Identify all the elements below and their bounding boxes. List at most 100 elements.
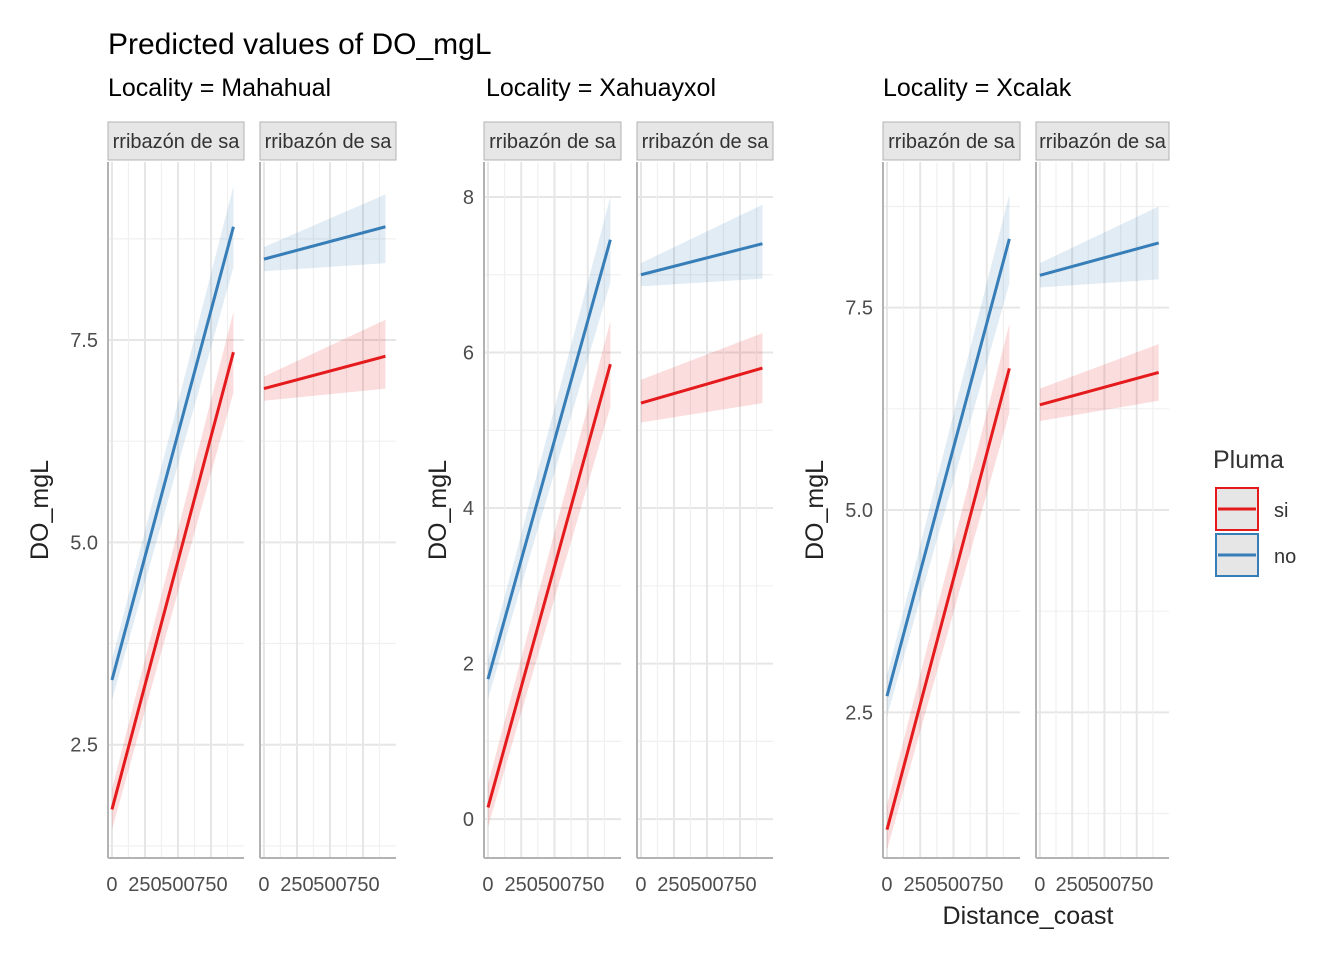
locality-label: Locality = Xahuayxol — [486, 74, 716, 102]
x-tick-label: 0 — [635, 874, 646, 896]
series-si — [263, 319, 386, 401]
y-tick-label: 7.5 — [845, 298, 873, 320]
prediction-line-no — [263, 225, 386, 261]
panel-2: Locality = Xahuayxol 0 2 4 6 8 DO_mgL rribazón … — [424, 74, 774, 896]
facet-strip — [636, 121, 774, 161]
x-tick-label: 750 — [723, 874, 756, 896]
facet-strip-label: rribazón de sa — [265, 131, 393, 153]
series-no — [110, 186, 235, 701]
x-tick-label: 0 — [106, 874, 117, 896]
x-tick-label: 250 — [505, 874, 538, 896]
confidence-band-no — [640, 204, 763, 287]
prediction-line-no — [640, 242, 763, 277]
y-tick-label: 5.0 — [845, 500, 873, 522]
legend-title: Pluma — [1213, 446, 1284, 474]
locality-label: Locality = Mahahual — [108, 74, 331, 102]
facet-strip — [1035, 121, 1170, 161]
locality-label: Locality = Xcalak — [883, 74, 1072, 102]
y-tick-label: 6 — [463, 343, 474, 365]
panels: Locality = Mahahual 2.5 5.0 7.5 DO_mgL rribaz… — [26, 74, 1170, 896]
y-axis-title: DO_mgL — [26, 460, 54, 560]
confidence-band-si — [111, 311, 234, 830]
legend-item-no: no — [1215, 533, 1296, 577]
x-tick-label: 250 — [128, 874, 161, 896]
gridlines — [260, 162, 396, 858]
facet-strip-label: rribazón de sa — [888, 131, 1016, 153]
y-tick-label: 4 — [463, 498, 474, 520]
confidence-band-si — [1039, 344, 1159, 421]
x-tick-label: 750 — [571, 874, 604, 896]
legend-item-si: si — [1215, 487, 1288, 531]
facet-1: rribazón de sa 0 250 500 750 — [106, 121, 245, 896]
series-no — [1039, 206, 1160, 288]
panel-3: Locality = Xcalak 2.5 5.0 7.5 DO_mgL rribazón… — [801, 74, 1170, 896]
prediction-line-no — [1039, 241, 1160, 277]
prediction-line-no — [885, 238, 1011, 697]
prediction-line-si — [486, 363, 612, 808]
prediction-line-si — [110, 351, 235, 810]
x-tick-label: 250 — [280, 874, 313, 896]
chart-title: Predicted values of DO_mgL — [108, 28, 492, 61]
prediction-line-si — [263, 354, 386, 391]
y-axis-title: DO_mgL — [424, 460, 452, 560]
prediction-line-no — [110, 226, 235, 681]
x-tick-label: 250 — [904, 874, 937, 896]
series-si — [640, 333, 763, 423]
x-tick-label: 500 — [161, 874, 194, 896]
facet-strip — [107, 121, 245, 161]
facet-strip-label: rribazón de sa — [489, 131, 617, 153]
facet-strip — [483, 121, 622, 161]
panel-1: Locality = Mahahual 2.5 5.0 7.5 DO_mgL rribaz… — [26, 74, 397, 896]
prediction-line-si — [1039, 370, 1160, 407]
y-tick-label: 2 — [463, 654, 474, 676]
legend-label: si — [1274, 500, 1288, 522]
legend: Pluma si no — [1213, 446, 1296, 577]
x-tick-label: 750 — [970, 874, 1003, 896]
prediction-line-si — [885, 367, 1011, 831]
x-tick-label: 0 — [482, 874, 493, 896]
x-tick-label: 500 — [1088, 874, 1121, 896]
y-axis-title: DO_mgL — [801, 460, 829, 560]
series-no — [263, 194, 386, 272]
facet-strip — [882, 121, 1021, 161]
confidence-band-si — [886, 323, 1010, 850]
x-tick-label: 0 — [881, 874, 892, 896]
x-tick-label: 0 — [1034, 874, 1045, 896]
facet-strip-label: rribazón de sa — [1039, 131, 1167, 153]
series-si — [1039, 344, 1160, 421]
x-tick-label: 500 — [538, 874, 571, 896]
x-tick-label: 500 — [313, 874, 346, 896]
confidence-band-si — [640, 333, 763, 423]
x-tick-label: 250 — [657, 874, 690, 896]
y-tick-label: 8 — [463, 187, 474, 209]
gridlines — [108, 162, 244, 858]
y-tick-label: 0 — [463, 809, 474, 831]
series-si — [885, 323, 1011, 850]
confidence-band-si — [487, 321, 611, 827]
facet-1: rribazón de sa 0 250 500 750 — [482, 121, 622, 896]
x-tick-label: 0 — [258, 874, 269, 896]
series-si — [110, 311, 235, 830]
series-no — [640, 204, 763, 287]
series-no — [885, 194, 1011, 717]
facet-strip-label: rribazón de sa — [113, 131, 241, 153]
x-axis-title: Distance_coast — [943, 902, 1114, 930]
facet-strip — [259, 121, 397, 161]
series-si — [486, 321, 612, 827]
legend-label: no — [1274, 546, 1296, 568]
gridlines — [637, 162, 773, 858]
x-tick-label: 250 — [1055, 874, 1088, 896]
prediction-line-no — [486, 239, 612, 680]
y-tick-label: 2.5 — [845, 702, 873, 724]
gridlines — [1036, 162, 1169, 858]
series-no — [486, 196, 612, 699]
x-tick-label: 750 — [346, 874, 379, 896]
x-tick-label: 500 — [690, 874, 723, 896]
x-tick-label: 500 — [937, 874, 970, 896]
y-tick-label: 7.5 — [70, 330, 98, 352]
y-tick-label: 2.5 — [70, 735, 98, 757]
facet-1: rribazón de sa 0 250 500 750 — [881, 121, 1021, 896]
